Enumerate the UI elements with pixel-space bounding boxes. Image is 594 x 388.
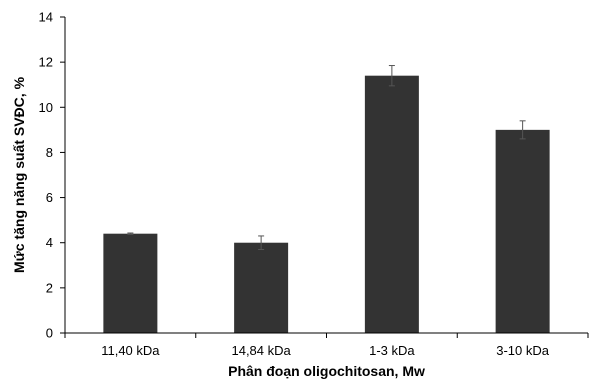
y-tick-label: 2 xyxy=(46,280,53,295)
x-tick-label: 14,84 kDa xyxy=(231,343,291,358)
error-bar xyxy=(127,232,134,235)
y-tick-label: 8 xyxy=(46,145,53,160)
x-tick-label: 11,40 kDa xyxy=(101,343,160,358)
bar xyxy=(234,242,289,333)
y-tick-label: 14 xyxy=(39,10,53,25)
bar xyxy=(103,233,158,333)
y-tick-label: 12 xyxy=(39,55,53,70)
y-axis-ticks: 0 2 4 6 8 10 12 14 xyxy=(39,10,65,341)
y-axis-title: Mức tăng năng suất SVĐC, % xyxy=(11,76,27,273)
x-axis-title: Phân đoạn oligochitosan, Mw xyxy=(228,363,425,379)
y-tick-label: 10 xyxy=(39,100,53,115)
x-tick-label: 1-3 kDa xyxy=(369,343,415,358)
y-tick-label: 4 xyxy=(46,235,53,250)
bar xyxy=(495,129,550,333)
plot-area xyxy=(103,65,550,333)
y-tick-label: 0 xyxy=(46,326,53,341)
error-bar xyxy=(519,120,526,140)
x-axis-ticks: 11,40 kDa 14,84 kDa 1-3 kDa 3-10 kDa xyxy=(64,333,589,358)
error-bar xyxy=(258,235,265,250)
x-tick-label: 3-10 kDa xyxy=(496,343,550,358)
y-tick-label: 6 xyxy=(46,190,53,205)
bar xyxy=(364,75,419,333)
error-bar xyxy=(388,65,395,87)
